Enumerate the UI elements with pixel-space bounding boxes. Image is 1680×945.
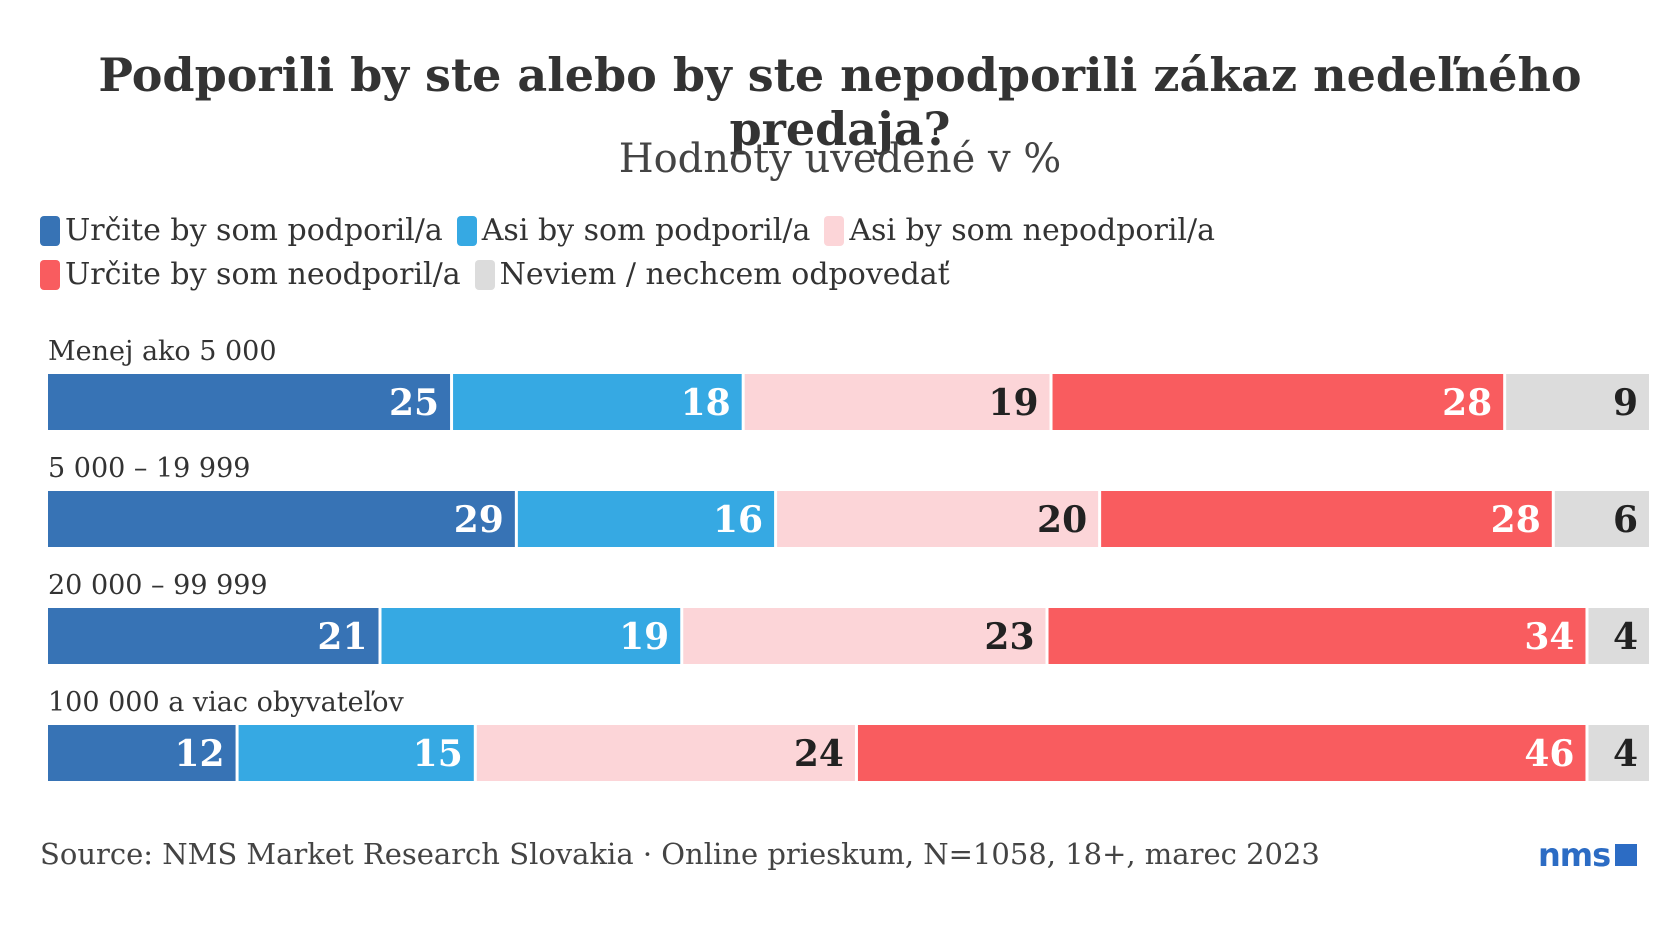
data-label: 4 (1613, 733, 1638, 775)
bar-segment (1588, 725, 1649, 781)
data-label: 25 (389, 382, 439, 424)
bar-segment (1101, 491, 1552, 547)
bar-segment (1554, 491, 1649, 547)
bar-segment (48, 608, 379, 664)
data-label: 34 (1524, 616, 1574, 658)
data-label: 28 (1491, 499, 1541, 541)
bar-segment (48, 491, 515, 547)
data-label: 9 (1613, 382, 1638, 424)
legend-item: Asi by som podporil/a (456, 212, 811, 250)
category-label: 20 000 – 99 999 (48, 570, 268, 601)
bar-segment (1048, 608, 1586, 664)
legend-swatch (456, 216, 477, 246)
bar-segment (517, 491, 775, 547)
legend-item: Neviem / nechcem odpovedať (474, 256, 950, 294)
bar-segment (683, 608, 1046, 664)
legend-swatch (40, 260, 60, 290)
nms-logo: nms (1538, 836, 1638, 874)
data-label: 46 (1524, 733, 1574, 775)
data-label: 4 (1613, 616, 1638, 658)
category-label: Menej ako 5 000 (48, 336, 277, 367)
legend-label: Asi by som podporil/a (481, 213, 811, 248)
bar-segment (453, 374, 742, 430)
source-note: Source: NMS Market Research Slovakia · O… (40, 837, 1320, 871)
data-label: 29 (454, 499, 504, 541)
legend-label: Určite by som neodporil/a (65, 257, 461, 292)
legend-label: Neviem / nechcem odpovedať (499, 257, 950, 292)
data-label: 28 (1442, 382, 1492, 424)
logo-square-icon (1615, 844, 1638, 866)
bar-segment (1052, 374, 1504, 430)
legend-swatch (824, 216, 845, 246)
data-label: 16 (713, 499, 763, 541)
legend-label: Určite by som podporil/a (65, 213, 443, 248)
category-label: 100 000 a viac obyvateľov (48, 687, 404, 718)
chart-title: Podporili by ste alebo by ste nepodporil… (98, 48, 1582, 156)
data-label: 21 (317, 616, 367, 658)
data-label: 24 (794, 733, 844, 775)
chart-subtitle: Hodnoty uvedené v % (618, 136, 1062, 182)
category-label: 5 000 – 19 999 (48, 453, 250, 484)
data-label: 15 (413, 733, 463, 775)
bar-segment (1506, 374, 1649, 430)
bar-segment (857, 725, 1586, 781)
data-label: 6 (1613, 499, 1638, 541)
bar-segment (1588, 608, 1649, 664)
data-label: 23 (984, 616, 1034, 658)
legend-item: Určite by som podporil/a (40, 212, 443, 250)
bar-segment (744, 374, 1050, 430)
data-label: 19 (619, 616, 669, 658)
bar-segment (48, 374, 451, 430)
chart-legend: Určite by som podporil/a Asi by som podpo… (40, 212, 1660, 300)
legend-swatch (40, 216, 60, 246)
legend-item: Asi by som nepodporil/a (824, 212, 1215, 250)
bar-segment (476, 725, 855, 781)
legend-item: Určite by som neodporil/a (40, 256, 461, 294)
bar-segment (777, 491, 1099, 547)
logo-text: nms (1538, 836, 1611, 874)
data-label: 12 (174, 733, 224, 775)
legend-swatch (474, 260, 495, 290)
data-label: 19 (988, 382, 1038, 424)
data-label: 20 (1037, 499, 1087, 541)
data-label: 18 (681, 382, 731, 424)
bar-segment (381, 608, 681, 664)
bar-segment (48, 725, 236, 781)
legend-label: Asi by som nepodporil/a (849, 213, 1216, 248)
bar-segment (238, 725, 474, 781)
